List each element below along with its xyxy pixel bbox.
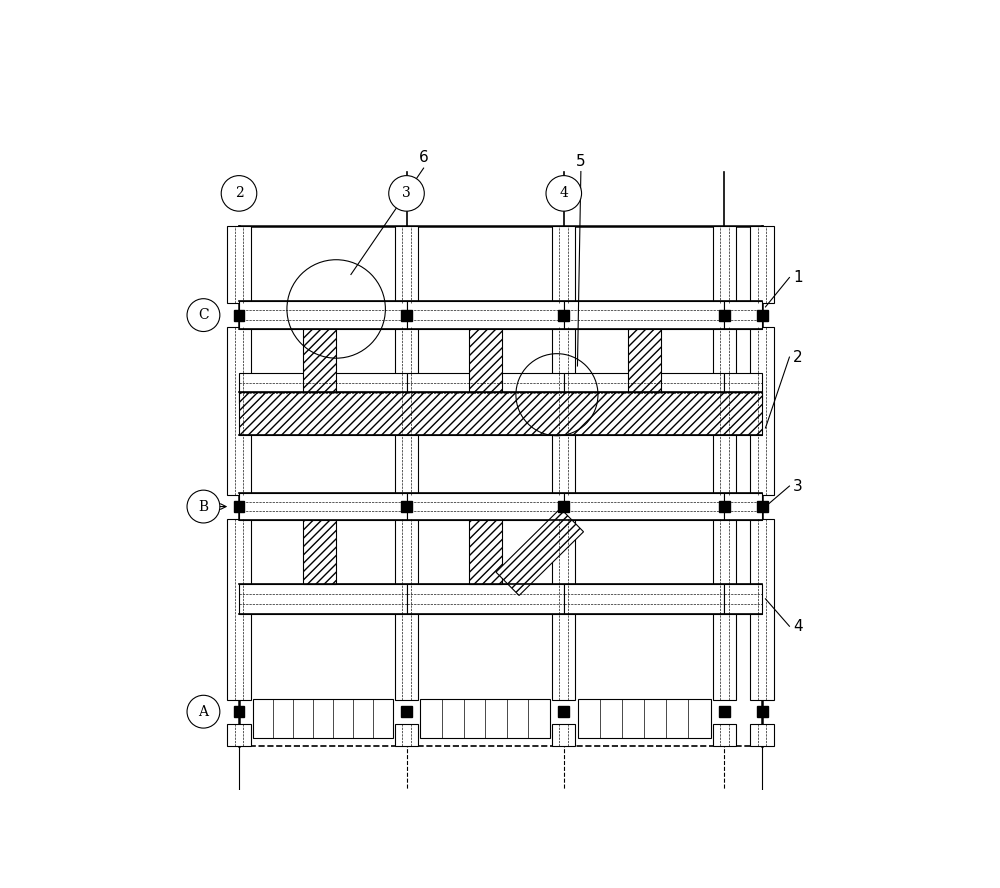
Bar bbox=[552, 327, 575, 495]
Bar bbox=[724, 301, 762, 329]
Bar bbox=[407, 373, 564, 403]
Bar bbox=[713, 724, 736, 746]
Polygon shape bbox=[719, 706, 730, 718]
Text: 5: 5 bbox=[576, 154, 586, 169]
Polygon shape bbox=[719, 310, 730, 321]
Polygon shape bbox=[558, 706, 569, 718]
Bar bbox=[713, 226, 736, 303]
Bar bbox=[552, 226, 575, 303]
Bar bbox=[724, 583, 762, 614]
Bar bbox=[395, 724, 418, 746]
Text: A: A bbox=[198, 705, 208, 718]
Bar bbox=[713, 327, 736, 495]
Bar bbox=[578, 700, 711, 738]
Polygon shape bbox=[757, 501, 768, 512]
Bar bbox=[750, 327, 774, 495]
Bar bbox=[750, 226, 774, 303]
Text: 1: 1 bbox=[793, 270, 802, 285]
Text: C: C bbox=[198, 308, 209, 322]
Text: 3: 3 bbox=[793, 479, 803, 494]
Bar bbox=[239, 493, 407, 520]
Polygon shape bbox=[757, 310, 768, 321]
Polygon shape bbox=[234, 501, 244, 512]
Bar bbox=[227, 327, 251, 495]
Text: 6: 6 bbox=[419, 150, 428, 165]
Text: 2: 2 bbox=[793, 350, 802, 365]
Bar bbox=[407, 493, 564, 520]
Bar bbox=[227, 519, 251, 700]
Circle shape bbox=[389, 176, 424, 211]
Circle shape bbox=[221, 176, 257, 211]
Polygon shape bbox=[401, 310, 412, 321]
Text: 2: 2 bbox=[235, 186, 243, 201]
Circle shape bbox=[187, 695, 220, 728]
Polygon shape bbox=[234, 310, 244, 321]
Bar bbox=[395, 327, 418, 495]
Bar bbox=[395, 226, 418, 303]
Bar bbox=[552, 519, 575, 700]
Circle shape bbox=[187, 298, 220, 331]
Polygon shape bbox=[401, 501, 412, 512]
Bar bbox=[239, 392, 762, 435]
Polygon shape bbox=[234, 706, 244, 718]
Bar bbox=[713, 519, 736, 700]
Bar bbox=[253, 700, 393, 738]
Bar bbox=[420, 700, 550, 738]
Bar bbox=[750, 724, 774, 746]
Text: 4: 4 bbox=[559, 186, 568, 201]
Bar bbox=[407, 583, 564, 614]
Bar bbox=[724, 373, 762, 403]
Bar bbox=[407, 301, 564, 329]
Bar bbox=[469, 520, 502, 583]
Polygon shape bbox=[558, 310, 569, 321]
Circle shape bbox=[187, 490, 220, 523]
Text: B: B bbox=[198, 500, 209, 513]
Bar bbox=[227, 724, 251, 746]
Text: 3: 3 bbox=[402, 186, 411, 201]
Bar bbox=[564, 583, 724, 614]
Bar bbox=[564, 493, 724, 520]
Bar bbox=[750, 519, 774, 700]
Bar bbox=[469, 329, 502, 392]
Polygon shape bbox=[558, 501, 569, 512]
Bar bbox=[239, 583, 407, 614]
Polygon shape bbox=[757, 706, 768, 718]
Bar bbox=[227, 226, 251, 303]
Bar bbox=[724, 493, 762, 520]
Bar bbox=[303, 329, 336, 392]
Bar bbox=[395, 519, 418, 700]
Polygon shape bbox=[496, 509, 584, 596]
Bar bbox=[303, 520, 336, 583]
Bar bbox=[564, 373, 724, 403]
Bar bbox=[239, 373, 407, 403]
Text: 4: 4 bbox=[793, 619, 802, 634]
Bar bbox=[552, 724, 575, 746]
Circle shape bbox=[546, 176, 582, 211]
Polygon shape bbox=[401, 706, 412, 718]
Polygon shape bbox=[719, 501, 730, 512]
Bar bbox=[564, 301, 724, 329]
Bar bbox=[239, 301, 407, 329]
Bar bbox=[628, 329, 661, 392]
